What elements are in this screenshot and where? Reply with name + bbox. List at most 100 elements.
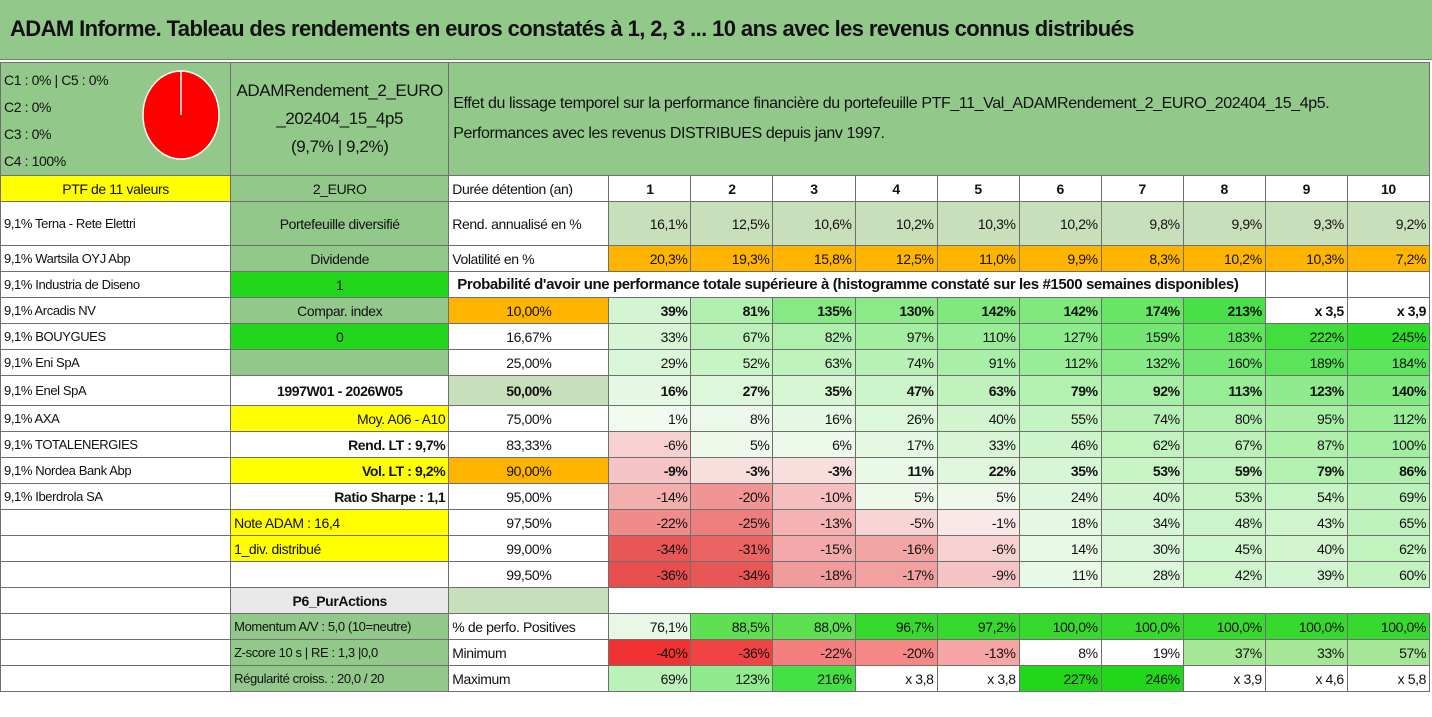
rend-value: 10,6% — [772, 201, 856, 246]
year-header: 7 — [1100, 175, 1184, 202]
probability-value: 1% — [608, 405, 692, 432]
probability-value: 40% — [1264, 535, 1348, 562]
table-row: 9,1% Terna - Rete Elettri Portefeuille di… — [0, 201, 1431, 246]
probability-value: 11% — [854, 457, 938, 484]
moy-label: Moy. A06 - A10 — [230, 405, 450, 432]
allocation-line-c4: C4 : 100% — [4, 153, 66, 169]
holding-item: 9,1% AXA — [0, 405, 232, 432]
table-row: 9,1% Iberdrola SA Ratio Sharpe : 1,1 95,00… — [0, 483, 1431, 510]
rend-value: 10,3% — [936, 201, 1020, 246]
table-row: Note ADAM : 16,4 97,50% -22% -25% -13% -5% -1%… — [0, 509, 1431, 536]
dividend-distributed-label: 1_div. distribué — [230, 535, 450, 562]
probability-value: 35% — [772, 375, 856, 406]
table-row: Momentum A/V : 5,0 (10=neutre)% de perfo… — [0, 613, 1431, 640]
probability-value: 67% — [1182, 431, 1266, 458]
holding-item: 9,1% Eni SpA — [0, 349, 232, 376]
probability-value: 142% — [936, 297, 1020, 324]
sharpe-label: Ratio Sharpe : 1,1 — [230, 483, 450, 510]
probability-value: 74% — [1100, 405, 1184, 432]
probability-value: 184% — [1346, 349, 1431, 376]
probability-value: 53% — [1100, 457, 1184, 484]
probability-value: 16% — [608, 375, 692, 406]
blank-cell — [0, 587, 232, 614]
probability-value: 40% — [936, 405, 1020, 432]
probability-value: 47% — [854, 375, 938, 406]
p6-color-cell — [448, 587, 610, 614]
minimum-value: 8% — [1018, 639, 1102, 666]
probability-value: 112% — [1346, 405, 1431, 432]
allocation-line-c3: C3 : 0% — [4, 126, 51, 142]
probability-value: 80% — [1182, 405, 1266, 432]
rend-value: 16,1% — [608, 201, 692, 246]
probability-value: 74% — [854, 349, 938, 376]
table-row: 9,1% Wartsila OYJ Abp Dividende Volatilité… — [0, 245, 1431, 272]
vol-lt-label: Vol. LT : 9,2% — [230, 457, 450, 484]
table-row: 9,1% Eni SpA 25,00% 29% 52% 63% 74% 91% 112% 132… — [0, 349, 1431, 376]
year-header: 6 — [1018, 175, 1102, 202]
ptf-count-label: PTF de 11 valeurs — [0, 175, 232, 202]
probability-value: 222% — [1264, 323, 1348, 350]
probability-value: -9% — [936, 561, 1020, 588]
probability-value: 46% — [1018, 431, 1102, 458]
probability-value: 59% — [1182, 457, 1266, 484]
probability-value: -34% — [608, 535, 692, 562]
portfolio-description-line1: Effet du lissage temporel sur la perform… — [453, 95, 1330, 112]
portfolio-description-line2: Performances avec les revenus DISTRIBUES… — [453, 125, 885, 142]
probability-value: 160% — [1182, 349, 1266, 376]
minimum-value: 37% — [1182, 639, 1266, 666]
probability-threshold: 90,00% — [448, 457, 610, 484]
probability-value: 86% — [1346, 457, 1431, 484]
holding-item: 9,1% Iberdrola SA — [0, 483, 232, 510]
probability-value: 132% — [1100, 349, 1184, 376]
rend-value: 10,2% — [1018, 201, 1102, 246]
table-row: 99,50% -36% -34% -18% -17% -9% 11% 28% 42% 39% 60% — [0, 561, 1431, 588]
probability-value: x 3,9 — [1346, 297, 1431, 324]
probability-threshold: 25,00% — [448, 349, 610, 376]
blank-cell — [230, 561, 450, 588]
probability-value: 33% — [936, 431, 1020, 458]
probability-value: -1% — [936, 509, 1020, 536]
maximum-value: 69% — [608, 665, 692, 692]
probability-value: 62% — [1100, 431, 1184, 458]
maximum-value: 246% — [1100, 665, 1184, 692]
probability-threshold: 10,00% — [448, 297, 610, 324]
positive-perf-label: % de perfo. Positives — [448, 613, 610, 640]
holding-item: 9,1% Wartsila OYJ Abp — [0, 245, 232, 272]
probability-value: 11% — [1018, 561, 1102, 588]
positive-perf-value: 88,5% — [690, 613, 774, 640]
compar-index-value: 0 — [230, 323, 450, 350]
probability-value: 60% — [1346, 561, 1431, 588]
probability-value: 189% — [1264, 349, 1348, 376]
minimum-value: -22% — [772, 639, 856, 666]
compar-index-label: Compar. index — [230, 297, 450, 324]
year-header: 8 — [1182, 175, 1266, 202]
probability-value: -15% — [772, 535, 856, 562]
table-row: 9,1% Enel SpA 1997W01 - 2026W05 50,00% 16% 2… — [0, 375, 1431, 406]
table-row: Régularité croiss. : 20,0 / 20 Maximum 69%… — [0, 665, 1431, 692]
probability-value: 79% — [1264, 457, 1348, 484]
duration-label: Durée détention (an) — [448, 175, 610, 202]
probability-value: 95% — [1264, 405, 1348, 432]
table-row: 9,1% Arcadis NV Compar. index 10,00% 39% 81%… — [0, 297, 1431, 324]
blank-cell — [0, 613, 232, 640]
minimum-value: 57% — [1346, 639, 1431, 666]
probability-value: -25% — [690, 509, 774, 536]
probability-value: 127% — [1018, 323, 1102, 350]
zscore-label: Z-score 10 s | RE : 1,3 |0,0 — [230, 639, 450, 666]
positive-perf-value: 100,0% — [1346, 613, 1431, 640]
maximum-value: x 3,9 — [1182, 665, 1266, 692]
rend-value: 9,2% — [1346, 201, 1431, 246]
blank-cell — [0, 665, 232, 692]
probability-value: 91% — [936, 349, 1020, 376]
blank-cell — [0, 509, 232, 536]
probability-value: 55% — [1018, 405, 1102, 432]
probability-value: 28% — [1100, 561, 1184, 588]
probability-value: 79% — [1018, 375, 1102, 406]
rend-label: Rend. annualisé en % — [448, 201, 610, 246]
probability-value: -17% — [854, 561, 938, 588]
probability-value: 100% — [1346, 431, 1431, 458]
vol-value: 15,8% — [772, 245, 856, 272]
probability-value: -5% — [854, 509, 938, 536]
probability-value: -6% — [936, 535, 1020, 562]
allocation-line-c1c5: C1 : 0% | C5 : 0% — [4, 72, 109, 88]
